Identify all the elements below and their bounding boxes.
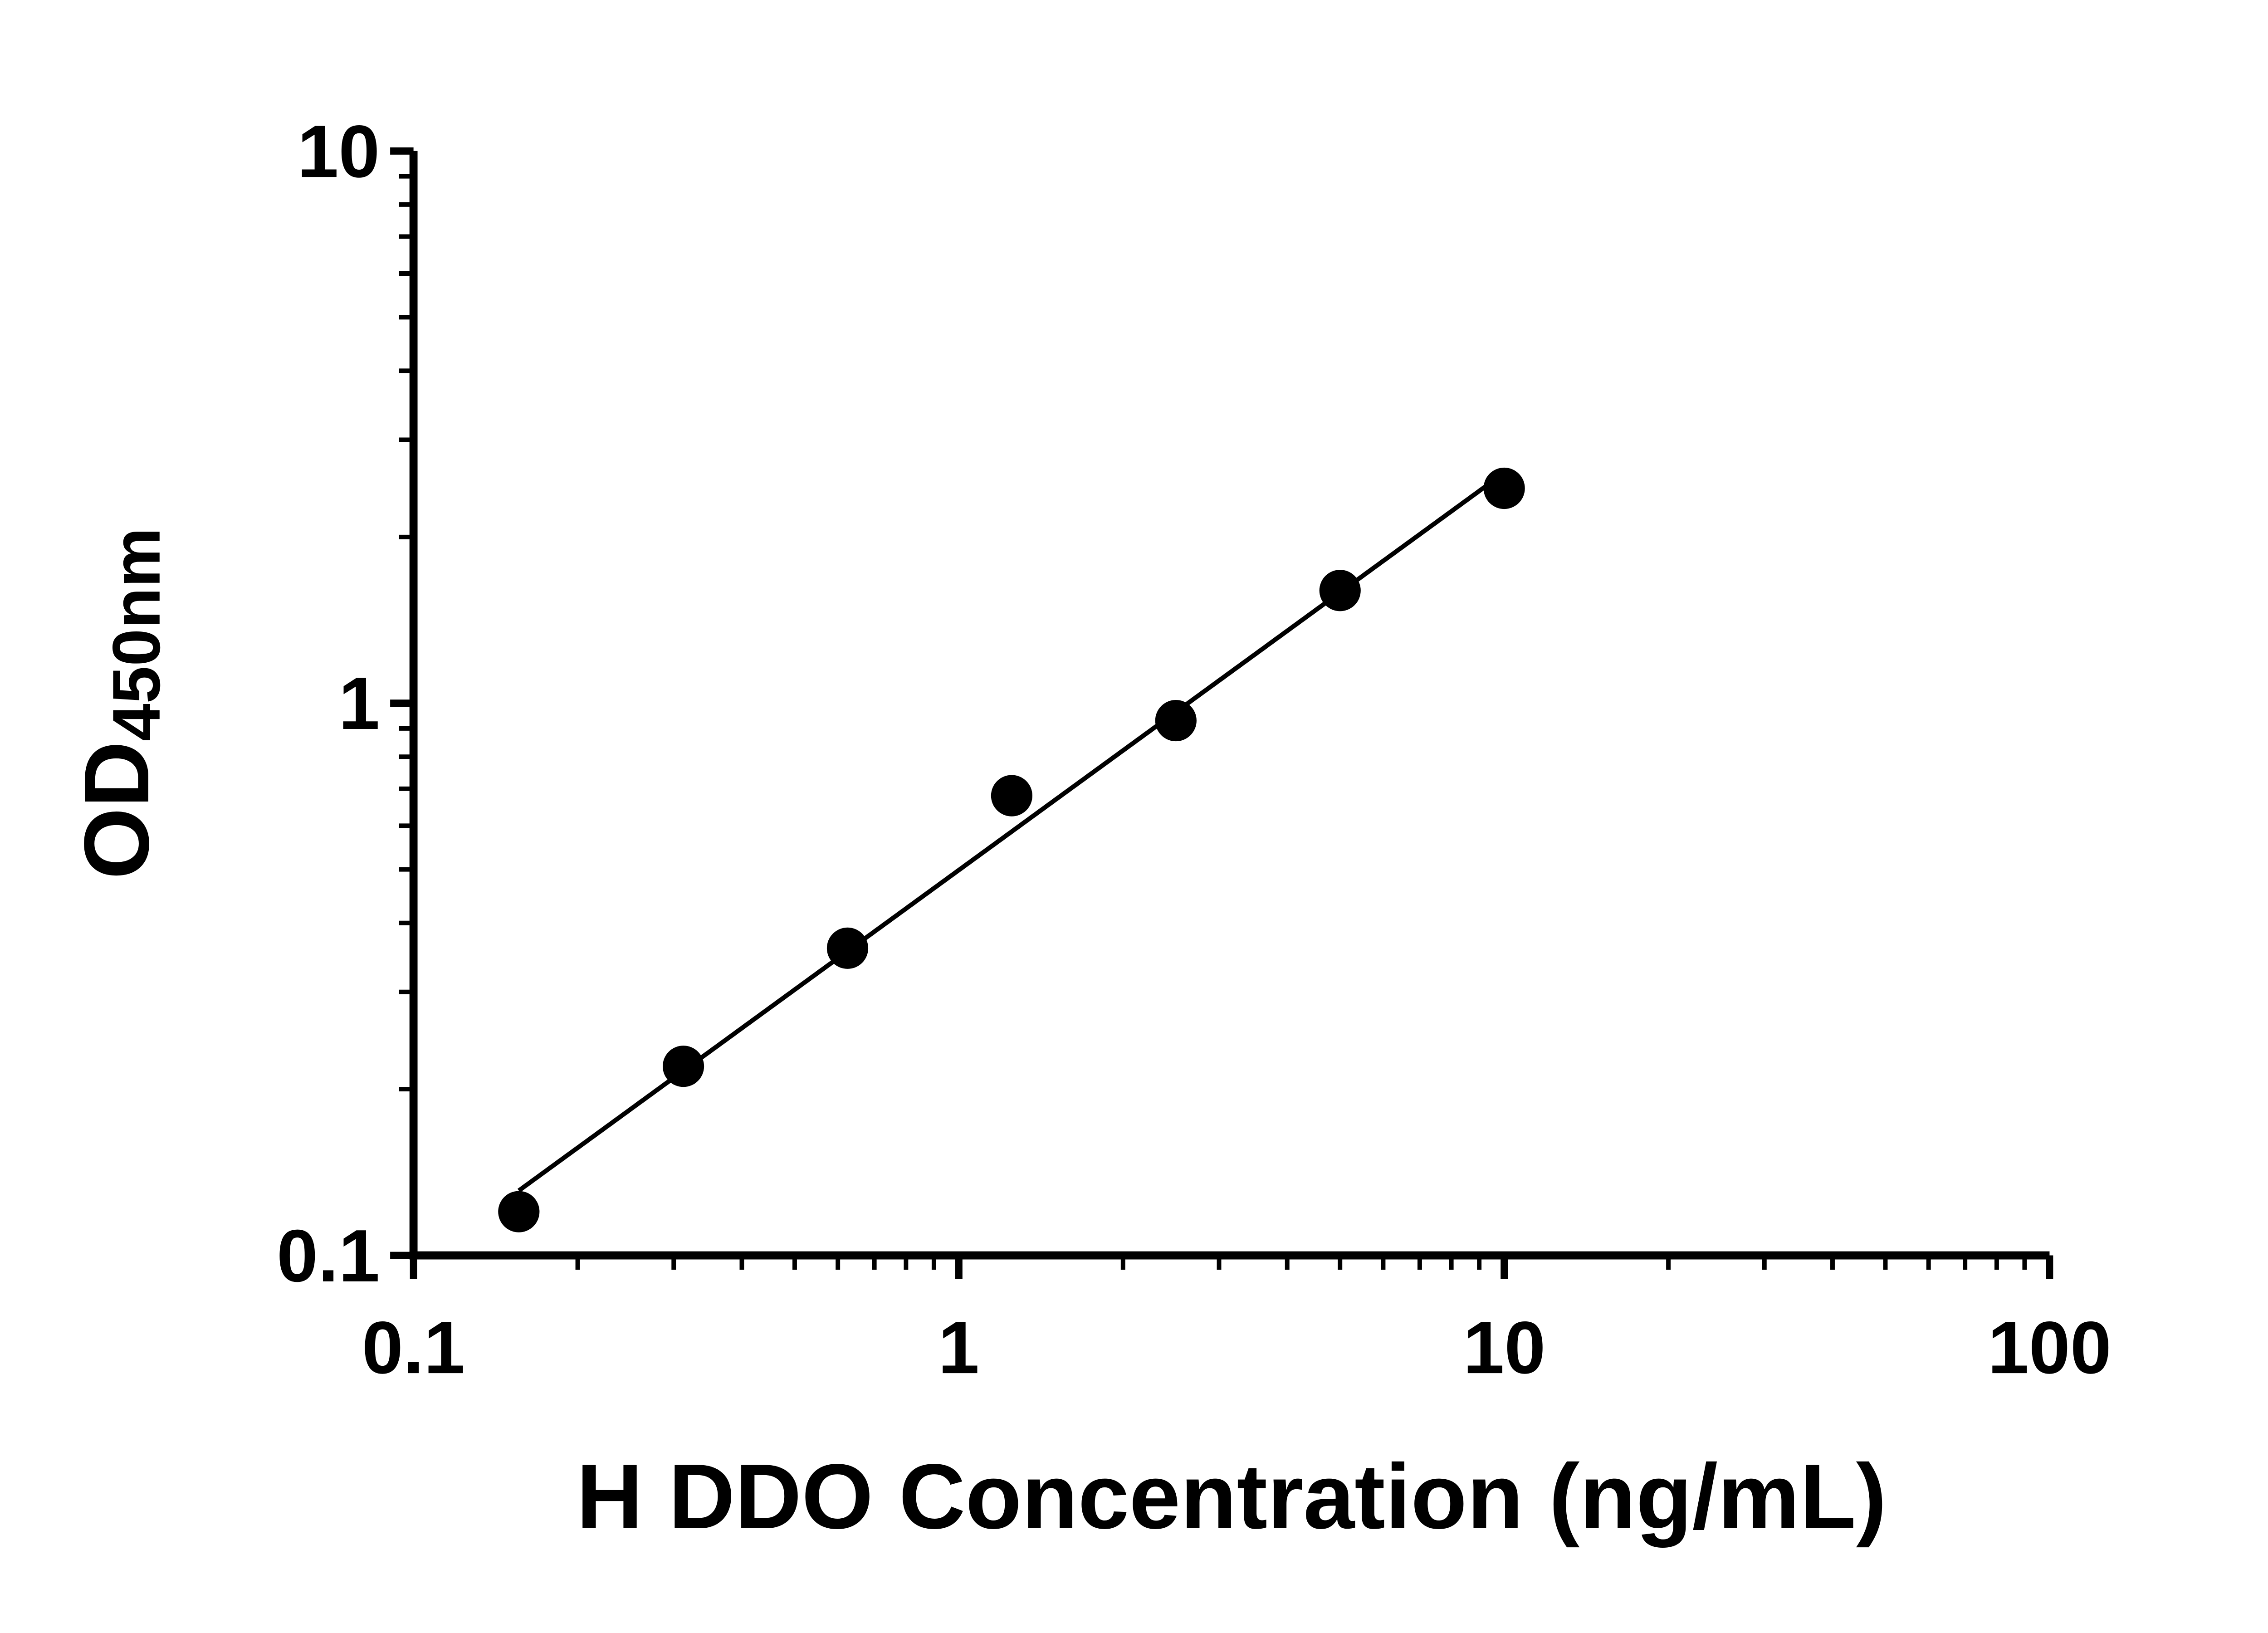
y-tick-label-0-1: 0.1 [277, 1214, 380, 1297]
y-tick-label-10: 10 [297, 110, 380, 193]
x-tick-label-10: 10 [1463, 1306, 1546, 1389]
x-tick-label-0-1: 0.1 [362, 1306, 465, 1389]
data-point [1155, 700, 1197, 742]
data-point [826, 927, 869, 969]
data-point [498, 1191, 540, 1232]
data-point [991, 775, 1032, 816]
plot-layer [390, 147, 2053, 1279]
y-axis-title: OD450nm [65, 528, 174, 880]
data-point [662, 1046, 704, 1087]
y-axis-title-sub: 450nm [99, 528, 174, 741]
y-axis-title-main: OD [65, 741, 168, 880]
y-tick-label-1: 1 [338, 662, 380, 745]
data-point [1483, 467, 1525, 509]
data-point [1319, 570, 1361, 611]
x-tick-label-1: 1 [938, 1306, 979, 1389]
x-tick-label-100: 100 [1988, 1306, 2112, 1389]
x-axis-title: H DDO Concentration (ng/mL) [577, 1445, 1887, 1548]
